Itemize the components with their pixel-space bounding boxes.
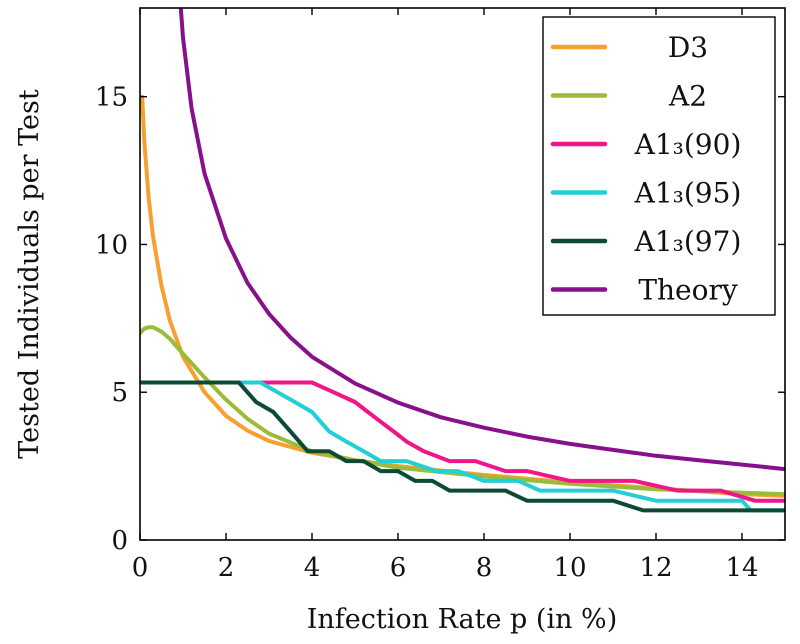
- legend-box: [542, 16, 776, 316]
- legend-entry-label: D3: [668, 31, 708, 64]
- legend-entry-label: Theory: [638, 274, 738, 307]
- series-line-a2: [140, 325, 785, 497]
- y-tick-label: 15: [95, 83, 128, 113]
- x-tick-label: 0: [132, 553, 149, 583]
- legend-entry-label: A1₃(90): [634, 128, 742, 161]
- series-line-a1-3-95-: [140, 380, 785, 513]
- y-tick-label: 0: [111, 526, 128, 556]
- legend-entry-label: A2: [668, 80, 707, 113]
- plot-frame: [139, 7, 786, 541]
- x-tick-label: 6: [390, 553, 407, 583]
- y-axis-label: Tested Individuals per Test: [14, 89, 45, 459]
- series-line-theory: [178, 8, 785, 472]
- x-tick-label: 8: [476, 553, 493, 583]
- legend: D3 A2 A1₃(90) A1₃(95) A1₃(97) Theory: [542, 16, 776, 316]
- series-layer: [140, 8, 785, 513]
- x-tick-label: 14: [725, 553, 758, 583]
- legend-entry-label: A1₃(95): [634, 177, 742, 210]
- series-line-a1-3-90-: [140, 380, 785, 503]
- series-line-a1-3-97-: [140, 380, 785, 513]
- y-tick-label: 5: [111, 378, 128, 408]
- ticks-layer: 0 2 4 6 8 10 12 14 0 5 10 15: [95, 8, 785, 583]
- legend-entry-label: A1₃(97): [634, 225, 742, 258]
- x-tick-label: 12: [639, 553, 672, 583]
- x-axis-label: Infection Rate p (in %): [307, 604, 618, 635]
- x-tick-label: 10: [553, 553, 586, 583]
- y-tick-label: 10: [95, 230, 128, 260]
- x-tick-label: 2: [218, 553, 235, 583]
- x-tick-label: 4: [304, 553, 321, 583]
